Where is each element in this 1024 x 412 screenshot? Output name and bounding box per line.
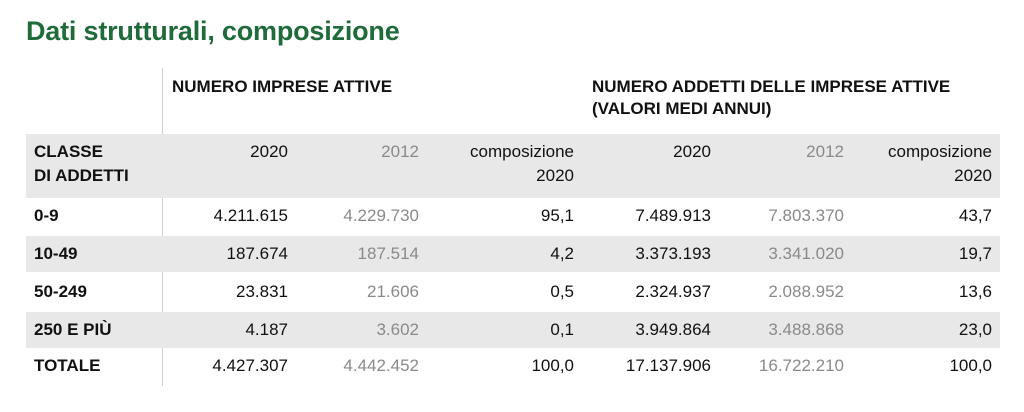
header-classe-line2: DI ADDETTI (34, 166, 129, 185)
imprese-composizione: 100,0 (531, 356, 574, 375)
imprese-composizione: 0,1 (550, 320, 574, 339)
addetti-2020: 7.489.913 (635, 206, 711, 225)
header-addetti-2020: 2020 (673, 142, 711, 161)
header-addetti-composizione: composizione 2020 (888, 140, 992, 188)
imprese-2012: 21.606 (367, 282, 419, 301)
header-imprese-2020: 2020 (250, 142, 288, 161)
imprese-2012: 3.602 (376, 320, 419, 339)
page-title: Dati strutturali, composizione (26, 16, 400, 46)
imprese-2012: 4.229.730 (343, 206, 419, 225)
group-header-addetti: NUMERO ADDETTI DELLE IMPRESE ATTIVE (VAL… (592, 76, 950, 120)
header-addetti-comp-line2: 2020 (954, 166, 992, 185)
addetti-2020: 2.324.937 (635, 282, 711, 301)
header-addetti-comp-line1: composizione (888, 142, 992, 161)
addetti-composizione: 13,6 (958, 282, 992, 301)
header-addetti-2012: 2012 (806, 142, 844, 161)
addetti-2020: 3.373.193 (635, 244, 711, 263)
imprese-2020: 187.674 (226, 244, 288, 263)
imprese-composizione: 0,5 (550, 282, 574, 301)
table-row: 250 E PIÙ 4.187 3.602 0,1 3.949.864 3.48… (26, 312, 1000, 348)
group-header-addetti-line1: NUMERO ADDETTI DELLE IMPRESE ATTIVE (592, 77, 951, 96)
addetti-2012: 7.803.370 (768, 206, 844, 225)
addetti-composizione: 19,7 (958, 244, 992, 263)
table-row: 50-249 23.831 21.606 0,5 2.324.937 2.088… (26, 274, 1000, 310)
addetti-composizione: 43,7 (958, 206, 992, 225)
row-label: 10-49 (34, 244, 78, 263)
addetti-2012: 2.088.952 (768, 282, 844, 301)
imprese-2020: 23.831 (236, 282, 288, 301)
row-label: TOTALE (34, 356, 101, 375)
addetti-2012: 3.341.020 (768, 244, 844, 263)
table-row-total: TOTALE 4.427.307 4.442.452 100,0 17.137.… (26, 350, 1000, 386)
row-label: 50-249 (34, 282, 87, 301)
imprese-2020: 4.211.615 (213, 206, 288, 225)
addetti-2012: 16.722.210 (758, 356, 844, 375)
column-divider (162, 68, 163, 386)
imprese-2012: 187.514 (357, 244, 419, 263)
row-label: 250 E PIÙ (34, 320, 112, 339)
group-header-imprese: NUMERO IMPRESE ATTIVE (172, 76, 392, 98)
row-label: 0-9 (34, 206, 59, 225)
imprese-composizione: 4,2 (550, 244, 574, 263)
group-header-addetti-line2: (VALORI MEDI ANNUI) (592, 99, 772, 118)
header-classe-line1: CLASSE (34, 142, 103, 161)
addetti-composizione: 23,0 (958, 320, 992, 339)
imprese-2020: 4.427.307 (212, 356, 288, 375)
addetti-2020: 3.949.864 (635, 320, 711, 339)
header-imprese-comp-line1: composizione (470, 142, 574, 161)
header-classe: CLASSE DI ADDETTI (34, 140, 129, 188)
addetti-composizione: 100,0 (949, 356, 992, 375)
addetti-2012: 3.488.868 (768, 320, 844, 339)
imprese-2012: 4.442.452 (343, 356, 419, 375)
header-imprese-2012: 2012 (381, 142, 419, 161)
header-imprese-comp-line2: 2020 (536, 166, 574, 185)
addetti-2020: 17.137.906 (625, 356, 711, 375)
table-row: 10-49 187.674 187.514 4,2 3.373.193 3.34… (26, 236, 1000, 272)
group-header-imprese-label: NUMERO IMPRESE ATTIVE (172, 77, 393, 96)
imprese-2020: 4.187 (245, 320, 288, 339)
header-imprese-composizione: composizione 2020 (470, 140, 574, 188)
column-header-row: CLASSE DI ADDETTI 2020 2012 composizione… (26, 134, 1000, 198)
imprese-composizione: 95,1 (540, 206, 574, 225)
table-row: 0-9 4.211.615 4.229.730 95,1 7.489.913 7… (26, 198, 1000, 234)
